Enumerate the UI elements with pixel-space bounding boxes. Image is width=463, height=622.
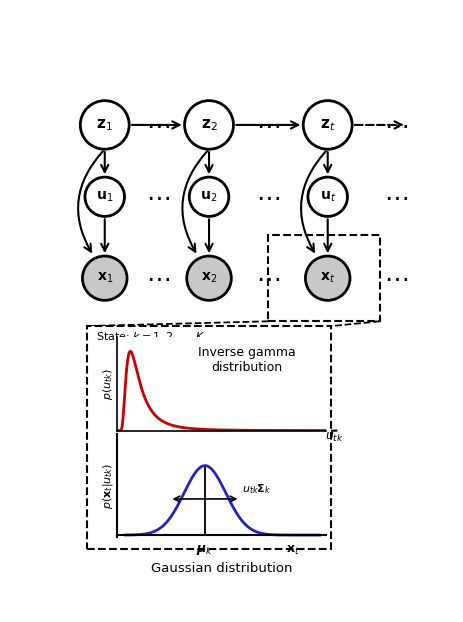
Y-axis label: $p(\mathbf{x}_t|u_{tk})$: $p(\mathbf{x}_t|u_{tk})$ [100,463,114,509]
Text: $\cdots$: $\cdots$ [146,266,169,290]
FancyArrowPatch shape [78,151,103,252]
Text: $\cdots$: $\cdots$ [146,185,169,209]
Text: $\mathbf{x}_t$: $\mathbf{x}_t$ [319,271,335,285]
Ellipse shape [82,256,127,300]
Text: $\mathbf{u}_1$: $\mathbf{u}_1$ [96,190,113,204]
Text: $\mathbf{u}_2$: $\mathbf{u}_2$ [200,190,217,204]
FancyArrowPatch shape [182,151,206,252]
Text: $\cdots$: $\cdots$ [256,185,280,209]
Text: $\cdots$: $\cdots$ [383,113,407,137]
Bar [268,235,379,322]
Ellipse shape [80,101,129,149]
Text: $\boldsymbol{\mu}_k$: $\boldsymbol{\mu}_k$ [196,544,213,557]
Ellipse shape [85,177,124,216]
Text: $\cdots$: $\cdots$ [256,113,280,137]
Text: $\mathbf{x}_2$: $\mathbf{x}_2$ [200,271,217,285]
Ellipse shape [307,177,347,216]
Text: $\mathbf{x}_1$: $\mathbf{x}_1$ [96,271,113,285]
Ellipse shape [184,101,233,149]
Text: Inverse gamma
distribution: Inverse gamma distribution [197,346,295,374]
Text: $\cdots$: $\cdots$ [146,113,169,137]
Bar [87,326,331,549]
Text: $\cdots$: $\cdots$ [256,266,280,290]
Ellipse shape [186,256,231,300]
Text: $\cdots$: $\cdots$ [383,266,407,290]
Y-axis label: $p(u_{tk})$: $p(u_{tk})$ [100,368,114,400]
FancyArrowPatch shape [300,151,325,252]
Text: $\mathbf{z}_2$: $\mathbf{z}_2$ [200,117,217,132]
Text: $\cdots$: $\cdots$ [383,185,407,209]
Text: $\mathbf{x}_t$: $\mathbf{x}_t$ [285,544,299,557]
Text: Gaussian distribution: Gaussian distribution [150,562,292,575]
Ellipse shape [303,101,351,149]
X-axis label: $u_{tk}$: $u_{tk}$ [324,430,343,443]
Text: $u_{tk}\boldsymbol{\Sigma}_k$: $u_{tk}\boldsymbol{\Sigma}_k$ [242,483,271,496]
Ellipse shape [189,177,228,216]
Text: $\mathbf{z}_t$: $\mathbf{z}_t$ [319,117,335,132]
Text: $\mathbf{z}_1$: $\mathbf{z}_1$ [96,117,113,132]
Ellipse shape [305,256,349,300]
Text: State: $k=1,2,\ldots,K$: State: $k=1,2,\ldots,K$ [95,330,205,343]
Text: $\mathbf{u}_t$: $\mathbf{u}_t$ [319,190,335,204]
